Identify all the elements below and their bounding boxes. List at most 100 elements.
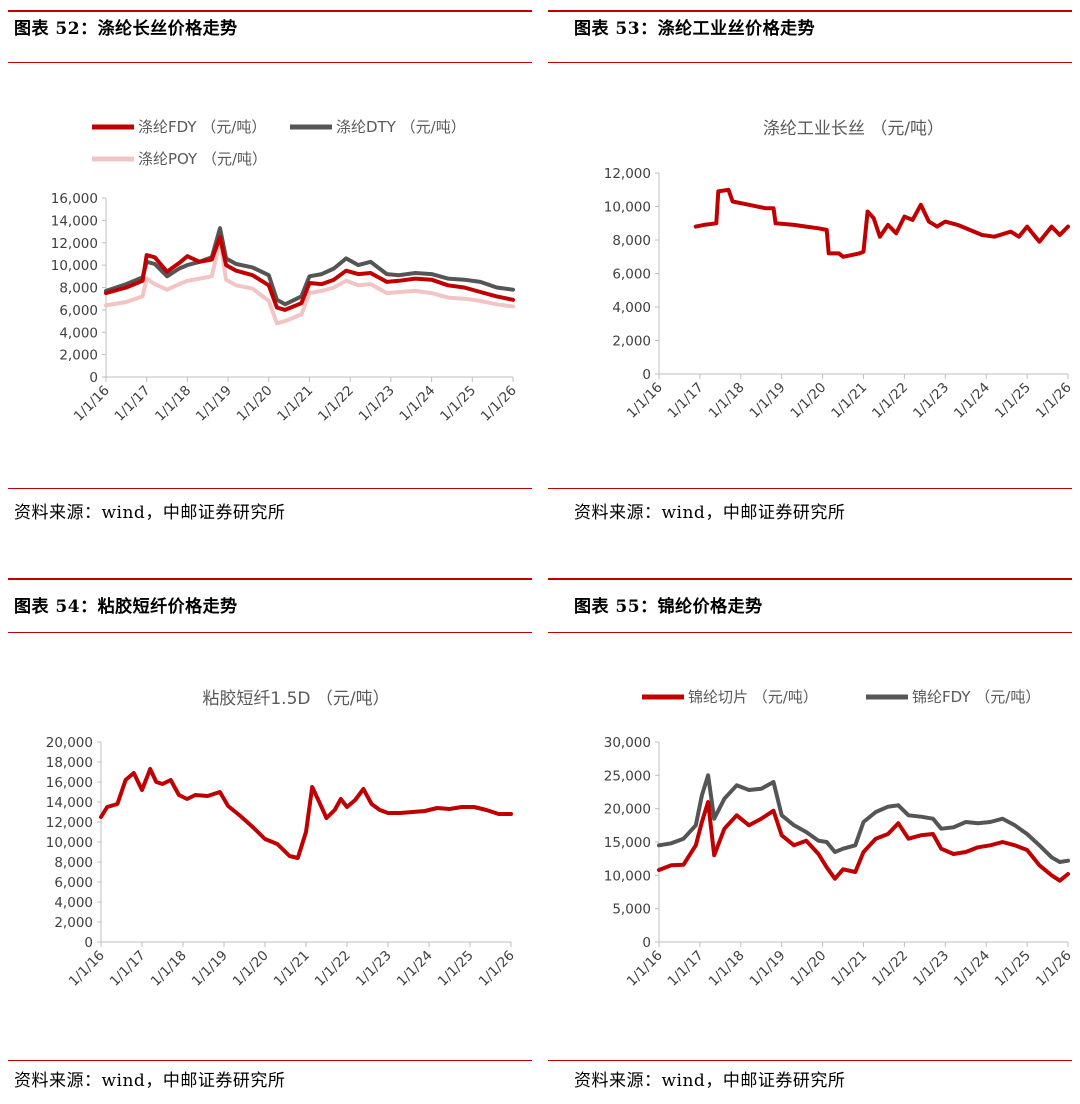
x-tick-label: 1/1/22 [312, 948, 354, 990]
y-tick-label: 16,000 [46, 775, 93, 791]
caption-rule [8, 62, 532, 63]
chart-title: 涤纶工业长丝 （元/吨） [763, 119, 944, 139]
x-tick-label: 1/1/17 [111, 383, 153, 425]
panel-54: 图表 54：粘胶短纤价格走势 粘胶短纤1.5D （元/吨） 0 2,000 4,000… [0, 552, 540, 1104]
y-tick-label: 5,000 [612, 902, 651, 918]
series-line-1 [99, 767, 513, 860]
x-tick-label: 1/1/25 [992, 948, 1034, 990]
source-note: 资料来源：wind，中邮证券研究所 [574, 503, 846, 523]
x-tick-label: 1/1/23 [353, 948, 395, 990]
source-rule [548, 1060, 1072, 1061]
y-tick-label: 25,000 [604, 768, 651, 784]
chart-title: 粘胶短纤1.5D （元/吨） [202, 689, 389, 709]
y-tick-label: 10,000 [51, 258, 98, 274]
x-tick-label: 1/1/26 [476, 948, 518, 990]
x-tick-label: 1/1/20 [787, 380, 829, 422]
panel-55: 图表 55：锦纶价格走势 0 5,000 10,000 15,000 20,000 25,… [540, 552, 1080, 1104]
legend-label: 涤纶FDY （元/吨） [138, 118, 266, 136]
x-tick-label: 1/1/18 [152, 383, 194, 425]
source-rule [548, 488, 1072, 489]
x-tick-label: 1/1/16 [624, 380, 666, 422]
source-rule [8, 1060, 532, 1061]
x-tick-label: 1/1/21 [828, 948, 870, 990]
y-tick-label: 14,000 [46, 795, 93, 811]
x-tick-label: 1/1/23 [910, 948, 952, 990]
y-tick-label: 4,000 [59, 325, 98, 341]
x-tick-label: 1/1/17 [665, 380, 707, 422]
x-tick-label: 1/1/19 [189, 948, 231, 990]
y-tick-label: 10,000 [46, 835, 93, 851]
legend-label: 涤纶POY （元/吨） [138, 150, 267, 168]
chart-54: 粘胶短纤1.5D （元/吨） 0 2,000 4,000 6,000 8,000 10,00… [46, 689, 518, 990]
y-tick-label: 6,000 [612, 267, 651, 283]
legend-label: 涤纶DTY （元/吨） [336, 118, 466, 136]
y-tick-label: 15,000 [604, 835, 651, 851]
source-note: 资料来源：wind，中邮证券研究所 [14, 503, 286, 523]
y-tick-label: 20,000 [46, 735, 93, 751]
x-tick-label: 1/1/21 [271, 948, 313, 990]
y-tick-label: 2,000 [612, 334, 651, 350]
x-tick-label: 1/1/21 [274, 383, 316, 425]
figure-caption: 图表 53：涤纶工业丝价格走势 [574, 19, 816, 39]
source-note: 资料来源：wind，中邮证券研究所 [574, 1071, 846, 1091]
y-tick-label: 10,000 [604, 200, 651, 216]
x-tick-label: 1/1/16 [624, 948, 666, 990]
series-line-2 [657, 773, 1070, 864]
x-tick-label: 1/1/22 [869, 948, 911, 990]
top-rule [8, 578, 532, 580]
y-tick-label: 18,000 [46, 755, 93, 771]
x-tick-label: 1/1/21 [828, 380, 870, 422]
y-tick-label: 0 [642, 367, 651, 383]
x-tick-label: 1/1/16 [71, 383, 113, 425]
x-tick-label: 1/1/16 [66, 948, 108, 990]
figure-caption: 图表 52：涤纶长丝价格走势 [14, 19, 238, 39]
y-tick-label: 4,000 [612, 300, 651, 316]
top-rule [548, 578, 1072, 580]
source-note: 资料来源：wind，中邮证券研究所 [14, 1071, 286, 1091]
x-tick-label: 1/1/18 [706, 948, 748, 990]
series-line-1 [693, 187, 1070, 259]
chart-52: 0 2,000 4,000 6,000 8,000 10,000 12,000 14,000 1… [51, 118, 520, 425]
y-tick-label: 12,000 [46, 815, 93, 831]
y-tick-label: 16,000 [51, 191, 98, 207]
x-tick-label: 1/1/22 [315, 383, 357, 425]
y-tick-label: 8,000 [59, 281, 98, 297]
figure-caption: 图表 54：粘胶短纤价格走势 [14, 597, 238, 617]
x-tick-label: 1/1/24 [951, 948, 993, 990]
series-line-1 [104, 235, 515, 312]
y-tick-label: 30,000 [604, 735, 651, 751]
y-tick-label: 10,000 [604, 868, 651, 884]
x-tick-label: 1/1/24 [396, 383, 438, 425]
x-tick-label: 1/1/20 [787, 948, 829, 990]
y-tick-label: 8,000 [612, 233, 651, 249]
chart-53: 涤纶工业长丝 （元/吨） 0 2,000 4,000 6,000 8,000 10,000 1… [604, 119, 1075, 422]
y-tick-label: 4,000 [54, 895, 93, 911]
x-tick-label: 1/1/26 [1033, 380, 1075, 422]
caption-rule [8, 632, 532, 633]
x-tick-label: 1/1/19 [193, 383, 235, 425]
y-tick-label: 8,000 [54, 855, 93, 871]
x-tick-label: 1/1/20 [234, 383, 276, 425]
y-tick-label: 12,000 [51, 236, 98, 252]
x-tick-label: 1/1/23 [910, 380, 952, 422]
caption-rule [548, 62, 1072, 63]
x-tick-label: 1/1/25 [992, 380, 1034, 422]
x-tick-label: 1/1/25 [437, 383, 479, 425]
y-tick-label: 0 [84, 935, 93, 951]
x-tick-label: 1/1/22 [869, 380, 911, 422]
y-tick-label: 20,000 [604, 802, 651, 818]
x-tick-label: 1/1/18 [148, 948, 190, 990]
y-tick-label: 6,000 [54, 875, 93, 891]
y-tick-label: 14,000 [51, 213, 98, 229]
y-tick-label: 2,000 [54, 915, 93, 931]
legend-label: 锦纶切片 （元/吨） [688, 688, 818, 706]
panel-53: 图表 53：涤纶工业丝价格走势 涤纶工业长丝 （元/吨） 0 2,000 4,000 6… [540, 0, 1080, 552]
source-rule [8, 488, 532, 489]
legend-label: 锦纶FDY （元/吨） [912, 688, 1040, 706]
panel-52: 图表 52：涤纶长丝价格走势 0 2,000 4,000 6,000 8,000 10,0… [0, 0, 540, 552]
x-tick-label: 1/1/26 [478, 383, 520, 425]
x-tick-label: 1/1/17 [665, 948, 707, 990]
y-tick-label: 2,000 [59, 348, 98, 364]
y-tick-label: 12,000 [604, 166, 651, 182]
x-tick-label: 1/1/20 [230, 948, 272, 990]
